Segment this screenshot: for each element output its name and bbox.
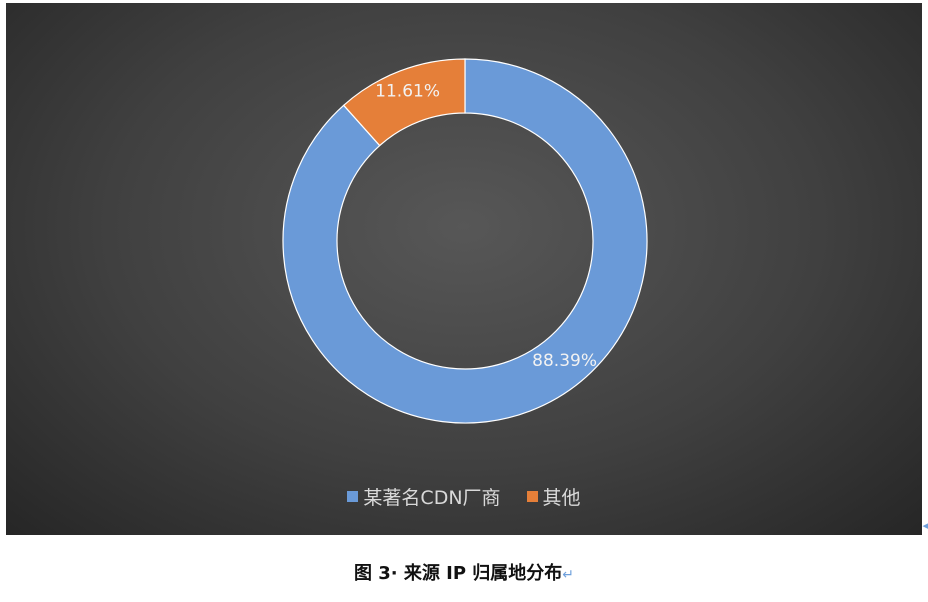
legend-label-cdn: 某著名CDN厂商	[363, 487, 501, 509]
legend-item-cdn: 某著名CDN厂商	[347, 483, 501, 510]
legend-label-other: 其他	[542, 487, 581, 509]
chart-legend: 某著名CDN厂商 其他	[6, 483, 922, 510]
legend-item-other: 其他	[526, 483, 581, 510]
donut-slice-cdn	[282, 58, 648, 424]
chart-area: 88.39% 11.61% 某著名CDN厂商 其他	[6, 3, 922, 535]
caption-text: 图 3· 来源 IP 归属地分布	[353, 563, 563, 584]
figure-caption: 图 3· 来源 IP 归属地分布↵	[0, 559, 928, 585]
legend-swatch-cdn	[347, 491, 359, 502]
legend-swatch-other	[526, 491, 538, 502]
data-label-other: 11.61%	[375, 82, 440, 102]
data-label-cdn: 88.39%	[532, 351, 597, 371]
paragraph-return-icon: ↵	[562, 567, 575, 583]
corner-marker-icon: ◂	[922, 519, 928, 532]
donut-slice-other	[342, 58, 466, 147]
donut-chart: 88.39% 11.61%	[282, 58, 648, 424]
